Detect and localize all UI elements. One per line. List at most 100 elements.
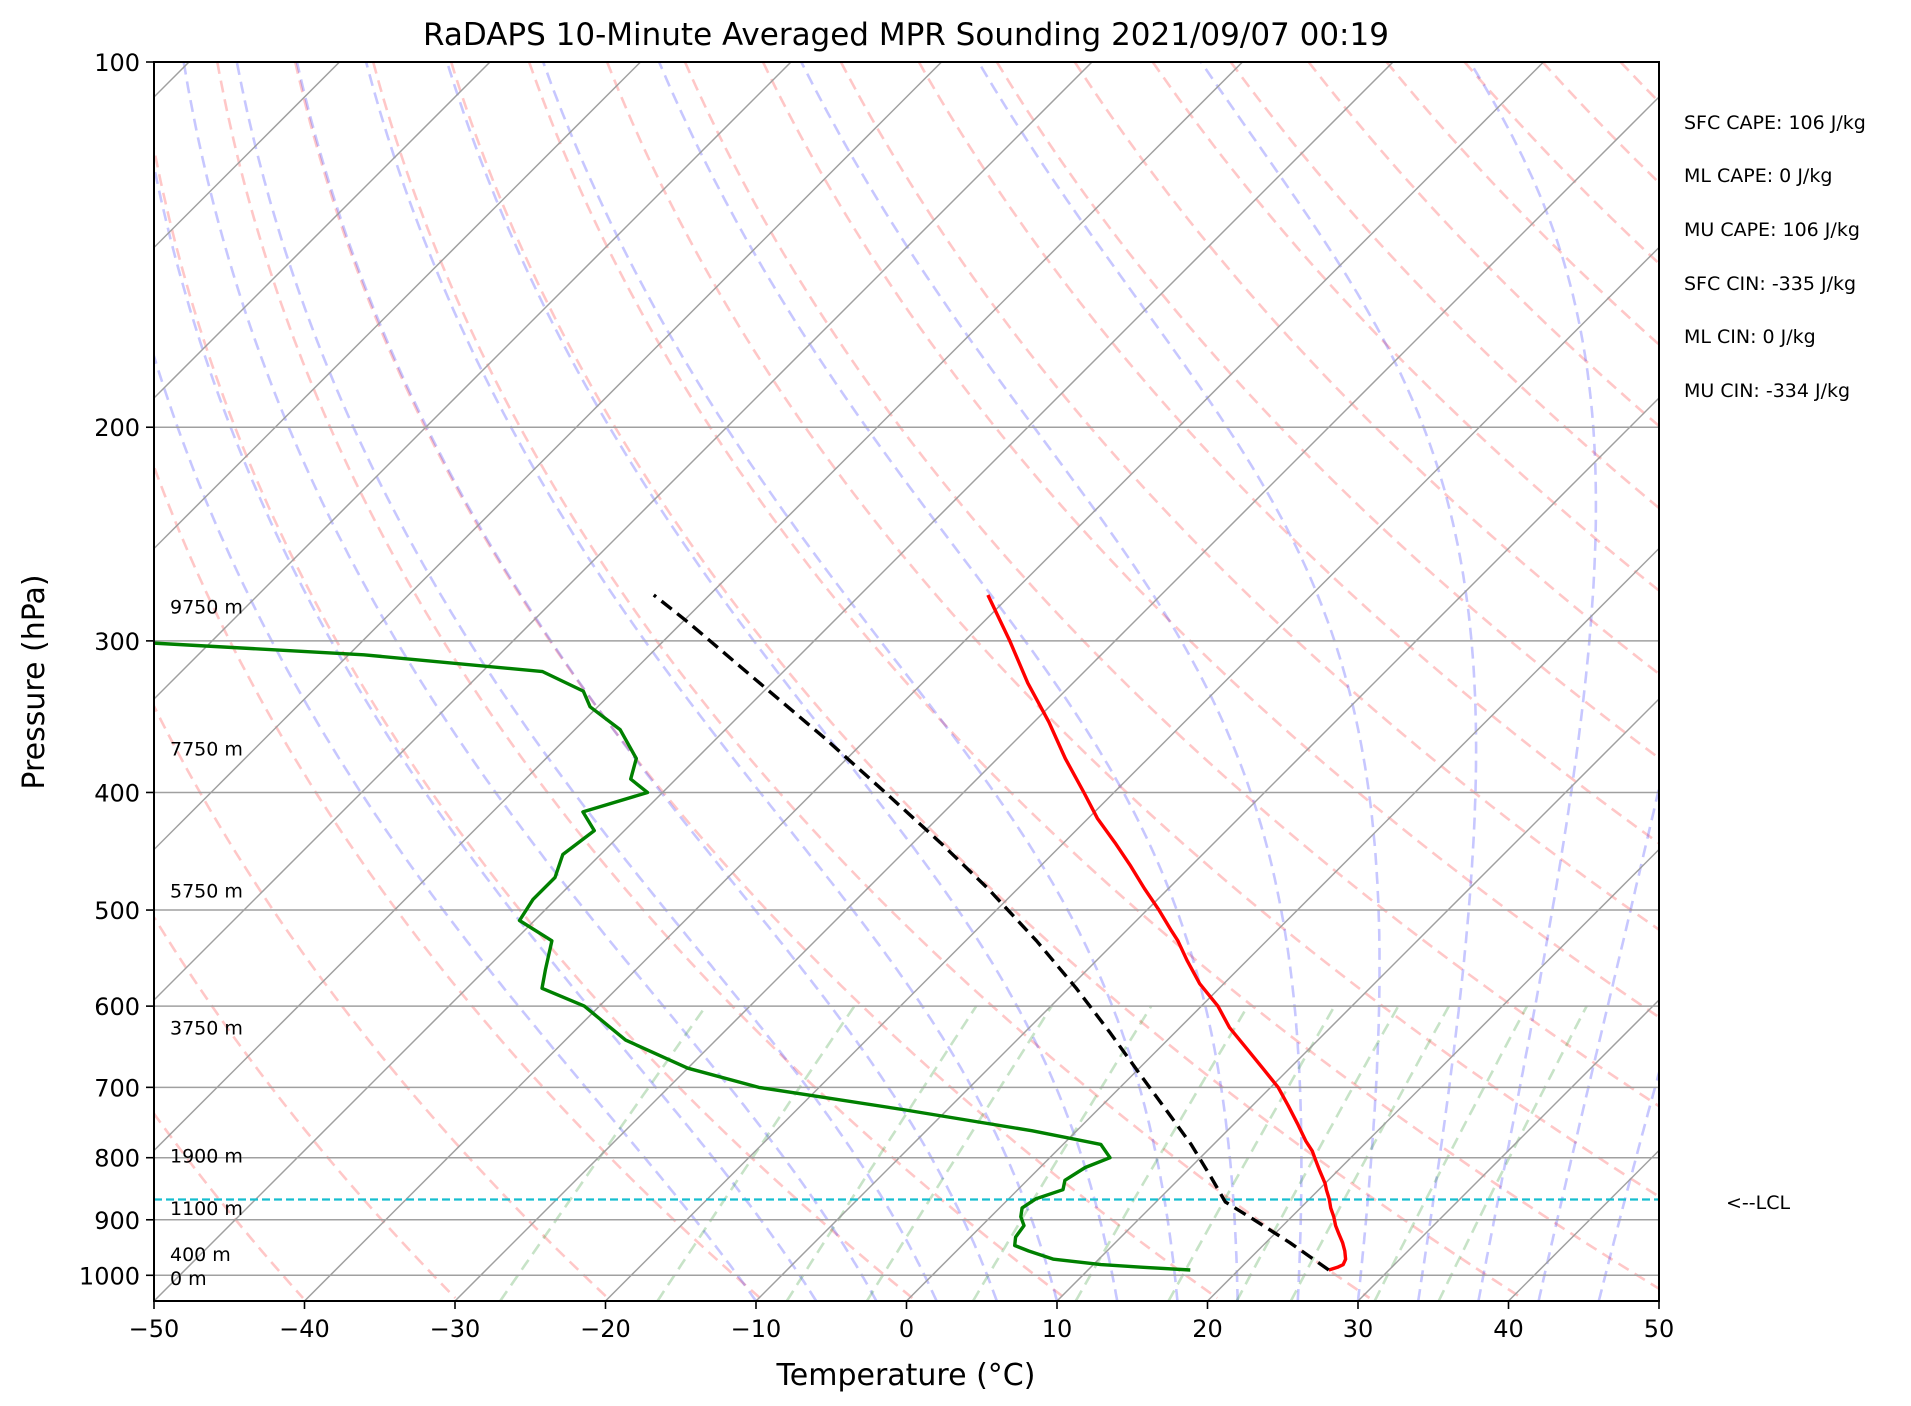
y-tick-label: 300	[94, 628, 140, 656]
temperature-line	[986, 594, 1348, 1272]
isotherm	[1056, 697, 1659, 1301]
isotherm	[154, 62, 792, 701]
moist-adiabat	[1199, 62, 1478, 1301]
stat-ml-cin: ML CIN: 0 J/kg	[1684, 326, 1816, 348]
moist-adiabat	[657, 62, 1239, 1301]
mixing-ratio-line	[865, 1005, 1053, 1301]
height-label: 7750 m	[170, 739, 243, 761]
stat-mu-cin: MU CIN: -334 J/kg	[1684, 380, 1850, 402]
moist-adiabat	[182, 62, 878, 1301]
y-tick-label: 600	[94, 993, 140, 1021]
y-tick-label: 100	[94, 49, 140, 77]
x-tick-label: 50	[1644, 1315, 1675, 1343]
y-tick-label: 500	[94, 897, 140, 925]
y-tick-label: 700	[94, 1074, 140, 1102]
moist-adiabat	[154, 351, 758, 1301]
x-tick-label: −20	[580, 1315, 631, 1343]
stats-panel: SFC CAPE: 106 J/kg ML CAPE: 0 J/kg MU CA…	[1684, 112, 1866, 402]
dry-adiabat	[293, 62, 1218, 1300]
dry-adiabat	[761, 62, 1659, 1019]
mixing-ratio-line	[1167, 1005, 1336, 1301]
stat-sfc-cin: SFC CIN: -335 J/kg	[1684, 273, 1856, 295]
isotherm	[154, 62, 1244, 1152]
moist-adiabat	[1468, 62, 1598, 1301]
isotherm	[1206, 848, 1659, 1301]
moist-adiabat	[977, 62, 1381, 1301]
lcl-label: <--LCL	[1726, 1192, 1790, 1214]
moist-adiabat	[154, 160, 818, 1301]
y-tick-label: 1000	[79, 1262, 140, 1290]
dry-adiabat	[839, 62, 1659, 932]
chart-title: RaDAPS 10-Minute Averaged MPR Sounding 2…	[423, 17, 1389, 53]
dry-adiabat	[154, 462, 761, 1299]
isotherm	[303, 62, 1545, 1301]
moist-adiabat	[235, 62, 938, 1301]
dry-adiabat	[605, 62, 1659, 1199]
isotherm	[154, 62, 1093, 1002]
mixing-ratio-line	[1437, 1005, 1588, 1301]
isotherm	[154, 62, 642, 550]
dewpoint-line	[154, 641, 1191, 1272]
isotherm	[454, 95, 1659, 1301]
mixing-ratio-line	[785, 1005, 978, 1301]
moist-adiabat	[295, 62, 999, 1301]
height-label: 5750 m	[170, 881, 243, 903]
dry-adiabat	[683, 62, 1659, 1108]
dry-adiabat	[154, 142, 914, 1300]
y-axis-label: Pressure (hPa)	[17, 574, 52, 789]
mixing-ratio-line	[1235, 1005, 1400, 1301]
dry-adiabat	[1307, 62, 1659, 428]
x-tick-label: −50	[129, 1315, 180, 1343]
stat-ml-cape: ML CAPE: 0 J/kg	[1684, 165, 1832, 187]
y-tick-label: 900	[94, 1207, 140, 1235]
x-tick-label: −40	[279, 1315, 330, 1343]
isotherm	[154, 62, 491, 400]
dry-adiabat	[1229, 62, 1659, 510]
x-tick-label: −30	[430, 1315, 481, 1343]
mixing-ratio-line	[499, 1005, 707, 1301]
height-label: 9750 m	[170, 596, 243, 618]
x-tick-label: 40	[1493, 1315, 1524, 1343]
x-tick-label: −10	[731, 1315, 782, 1343]
height-label: 0 m	[170, 1268, 207, 1290]
x-tick-label: 20	[1192, 1315, 1223, 1343]
isotherm	[755, 396, 1659, 1301]
dry-adiabat	[371, 62, 1371, 1300]
height-label: 3750 m	[170, 1018, 243, 1040]
mixing-ratio-line	[656, 1005, 856, 1301]
y-tick-label: 200	[94, 414, 140, 442]
isotherm	[154, 62, 1394, 1301]
dry-adiabat	[917, 62, 1659, 845]
x-tick-label: 30	[1343, 1315, 1374, 1343]
height-label: 400 m	[170, 1244, 231, 1266]
mixing-ratio-line	[1074, 1005, 1249, 1301]
y-tick-label: 400	[94, 779, 140, 807]
moist-adiabat	[445, 62, 1119, 1301]
height-label: 1900 m	[170, 1146, 243, 1168]
x-tick-label: 0	[899, 1315, 914, 1343]
dry-adiabat	[527, 62, 1659, 1291]
mixing-ratio-line	[1373, 1005, 1529, 1301]
mixing-ratio-line	[971, 1005, 1153, 1301]
isotherm	[154, 62, 943, 851]
gridlines	[154, 62, 1659, 1301]
stat-mu-cape: MU CAPE: 106 J/kg	[1684, 219, 1860, 241]
x-axis-label: Temperature (°C)	[776, 1358, 1036, 1393]
mixing-ratio-line	[1289, 1005, 1451, 1301]
moist-adiabat	[800, 62, 1303, 1301]
y-tick-label: 800	[94, 1145, 140, 1173]
isotherm	[1357, 998, 1659, 1301]
x-tick-label: 10	[1042, 1315, 1073, 1343]
axis-ticks: −50 −40 −30 −20 −10 0 10 20 30 40 50 100 200 300 400 50…	[79, 49, 1674, 1343]
height-label: 1100 m	[170, 1198, 243, 1220]
dry-adiabat	[995, 62, 1659, 760]
moist-adiabat	[541, 62, 1179, 1301]
moist-adiabat	[1537, 782, 1659, 1301]
dry-adiabat	[449, 62, 1523, 1300]
isotherm	[905, 547, 1659, 1301]
series-group	[154, 593, 1348, 1272]
stat-sfc-cape: SFC CAPE: 106 J/kg	[1684, 112, 1866, 134]
dry-adiabat	[216, 62, 1066, 1300]
